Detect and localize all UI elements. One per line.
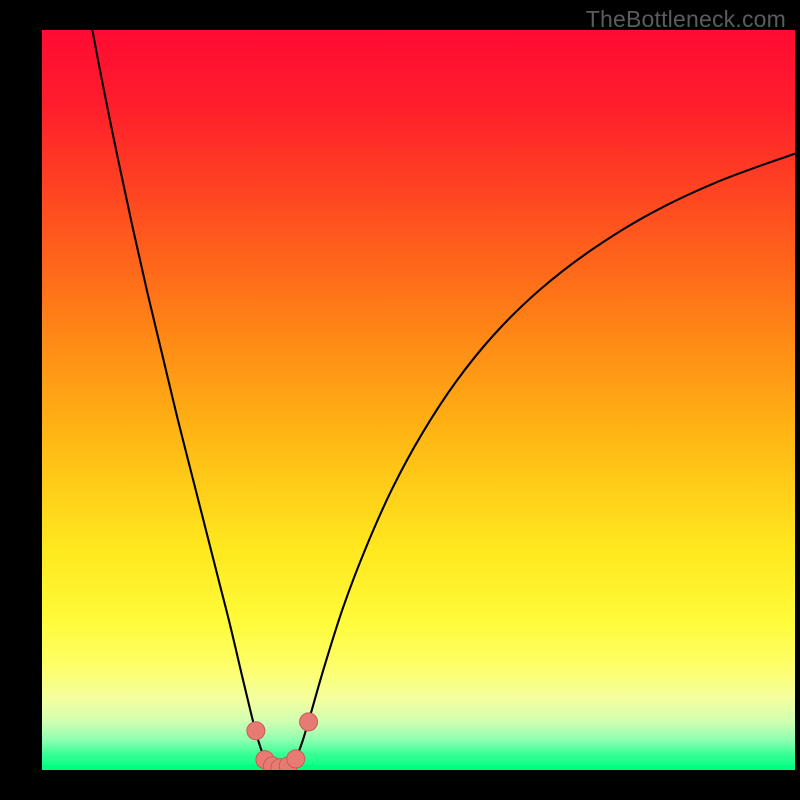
watermark-text: TheBottleneck.com — [586, 6, 786, 33]
baseline-band — [42, 765, 795, 770]
plot-background — [42, 30, 795, 770]
curve-marker — [247, 722, 265, 740]
curve-marker — [300, 713, 318, 731]
chart-svg — [0, 0, 800, 800]
chart-stage: TheBottleneck.com — [0, 0, 800, 800]
curve-marker — [287, 750, 305, 768]
